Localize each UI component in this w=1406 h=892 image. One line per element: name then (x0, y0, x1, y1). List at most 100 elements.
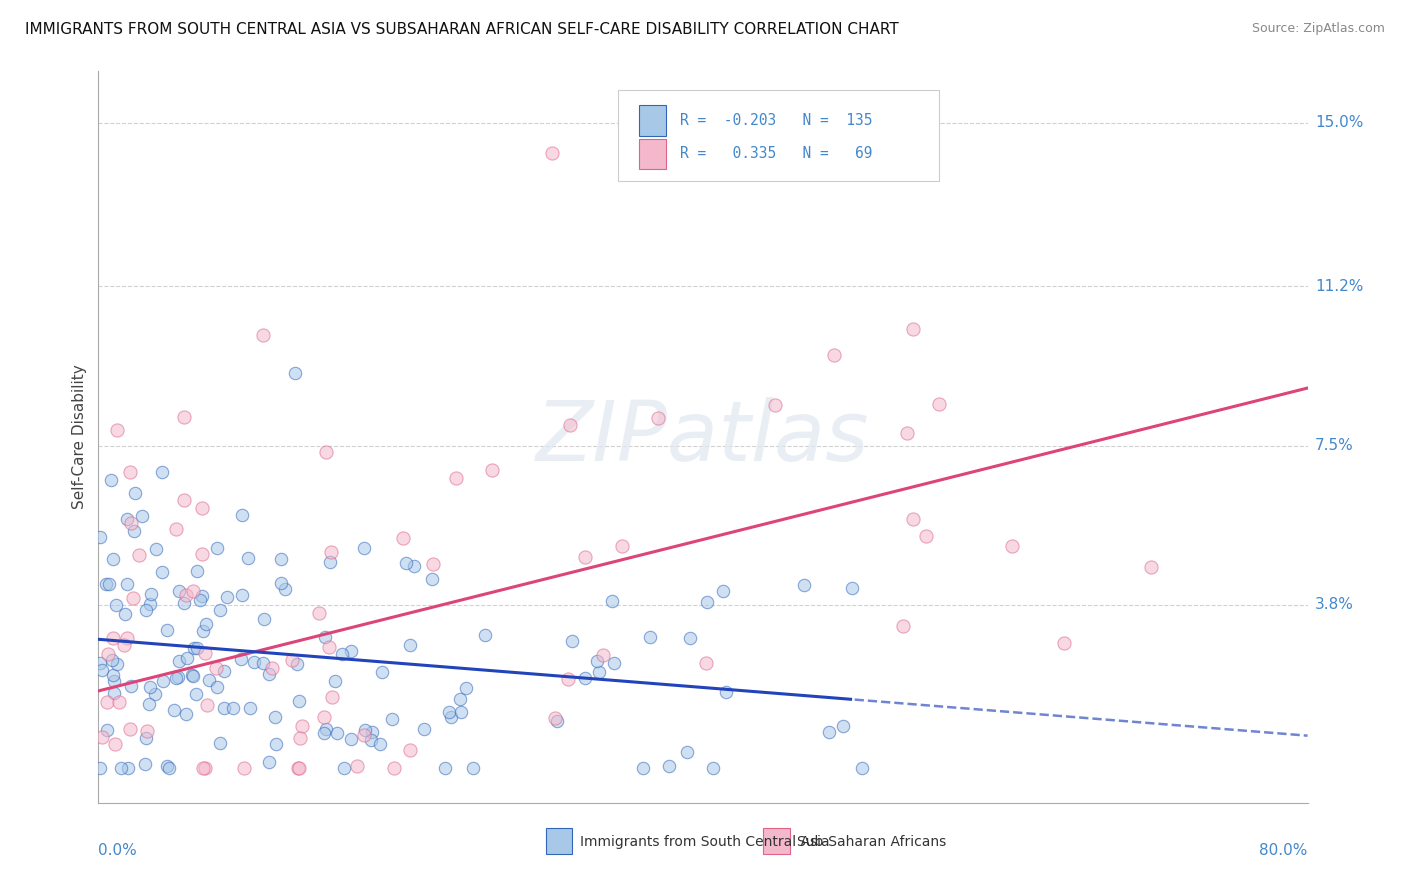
Text: Immigrants from South Central Asia: Immigrants from South Central Asia (579, 835, 830, 848)
Point (128, 548, 150, 562)
Point (588, 665, 610, 680)
Point (658, 759, 681, 773)
Point (330, 647, 353, 661)
Point (120, 516, 142, 531)
Point (198, 673, 221, 688)
Point (308, 606, 330, 620)
Text: IMMIGRANTS FROM SOUTH CENTRAL ASIA VS SUBSAHARAN AFRICAN SELF-CARE DISABILITY CO: IMMIGRANTS FROM SOUTH CENTRAL ASIA VS SU… (25, 22, 898, 37)
Point (191, 624, 214, 638)
Point (319, 555, 342, 569)
Point (288, 694, 311, 708)
Point (574, 549, 596, 564)
Point (381, 712, 404, 726)
Point (696, 595, 718, 609)
Point (167, 584, 190, 599)
Point (257, 667, 280, 681)
Point (314, 630, 336, 644)
Point (135, 724, 157, 739)
Point (145, 542, 167, 557)
Point (97, 576, 120, 591)
Point (395, 557, 418, 571)
Point (346, 758, 368, 772)
FancyBboxPatch shape (619, 90, 939, 181)
Point (714, 684, 737, 698)
Point (122, 524, 145, 538)
Text: Sub-Saharan Africans: Sub-Saharan Africans (797, 835, 946, 848)
Point (176, 651, 198, 665)
Point (287, 657, 309, 672)
Text: 7.5%: 7.5% (1315, 438, 1354, 453)
Point (1053, 636, 1076, 650)
Point (260, 661, 283, 675)
Point (191, 501, 214, 516)
Point (180, 668, 202, 682)
Point (97, 647, 120, 661)
Point (318, 640, 340, 654)
Point (89, 530, 111, 544)
Point (585, 654, 607, 668)
Point (315, 445, 337, 459)
Point (841, 581, 863, 595)
Point (110, 761, 132, 775)
Text: 11.2%: 11.2% (1315, 279, 1364, 294)
Point (195, 616, 218, 631)
Point (851, 761, 873, 775)
Point (592, 648, 614, 662)
Point (695, 656, 717, 670)
Point (231, 588, 253, 602)
Point (167, 670, 190, 684)
Point (474, 628, 496, 642)
Point (252, 656, 274, 670)
Point (105, 657, 128, 672)
Point (167, 654, 190, 668)
Point (236, 550, 259, 565)
Point (107, 695, 129, 709)
Point (229, 652, 252, 666)
Point (339, 731, 361, 746)
Point (222, 701, 245, 715)
Point (434, 761, 457, 775)
Point (205, 680, 228, 694)
Point (181, 669, 204, 683)
Point (186, 564, 208, 578)
Point (274, 582, 297, 597)
Point (101, 667, 124, 681)
Point (449, 691, 471, 706)
Point (100, 473, 122, 487)
Point (112, 638, 135, 652)
Point (901, 322, 924, 336)
Point (194, 646, 217, 660)
Point (143, 687, 166, 701)
Point (120, 679, 142, 693)
Point (353, 727, 375, 741)
Point (195, 698, 218, 713)
Point (139, 587, 162, 601)
Point (640, 630, 662, 644)
Point (288, 761, 311, 775)
Point (540, 146, 562, 161)
Point (420, 572, 443, 586)
Point (124, 486, 146, 500)
Text: Source: ZipAtlas.com: Source: ZipAtlas.com (1251, 22, 1385, 36)
Point (173, 410, 195, 425)
Point (212, 664, 235, 678)
Point (676, 745, 699, 759)
Point (765, 398, 787, 412)
Point (217, 590, 239, 604)
Point (891, 619, 914, 633)
Point (191, 589, 214, 603)
Point (165, 522, 187, 536)
Point (360, 733, 382, 747)
Text: 0.0%: 0.0% (98, 843, 138, 858)
Point (461, 761, 484, 775)
Point (647, 410, 669, 425)
Point (1139, 559, 1161, 574)
Point (176, 706, 198, 721)
Point (402, 559, 425, 574)
Point (928, 397, 950, 411)
Point (896, 426, 918, 441)
Point (104, 599, 127, 613)
Point (120, 722, 142, 736)
Point (439, 705, 461, 719)
Point (915, 529, 938, 543)
